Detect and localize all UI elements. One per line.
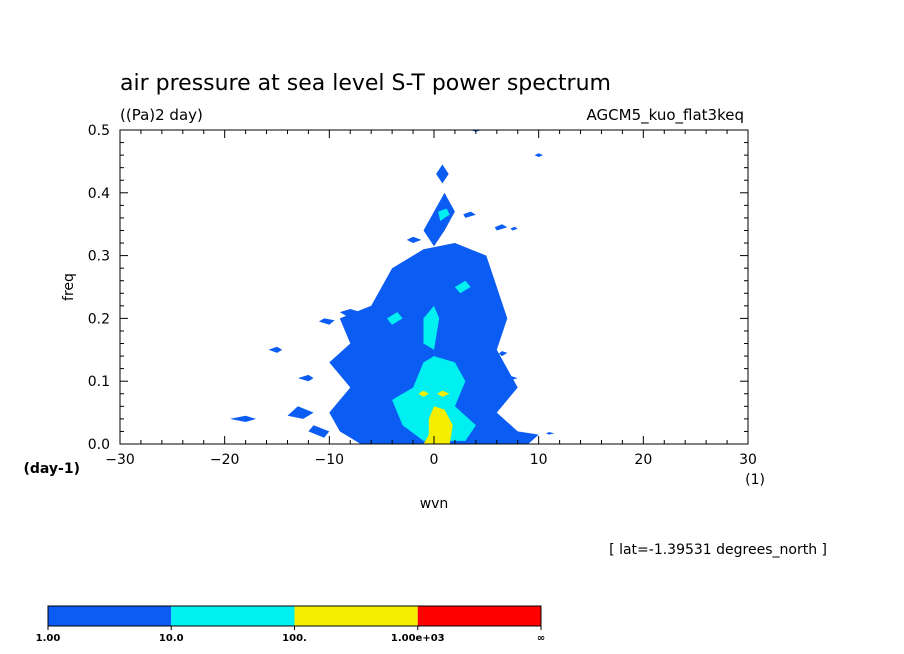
y-unit-label: (day-1) xyxy=(23,461,80,477)
contour-region-level-1 xyxy=(546,432,555,435)
x-unit-label: (1) xyxy=(745,472,765,488)
axis-tick-labels: −30 −20 −10 0 10 20 30 0.0 0.1 0.2 0.3 0.4 0.5 xyxy=(88,123,757,468)
axis-ticks xyxy=(119,129,749,445)
contour-region-level-1 xyxy=(297,374,314,382)
contour-region-level-2 xyxy=(392,356,476,441)
contour-region-level-1 xyxy=(268,346,283,353)
experiment-label: AGCM5_kuo_flat3keq xyxy=(587,106,744,125)
contour-region-level-2 xyxy=(438,208,450,222)
contour-region-level-1 xyxy=(510,226,518,231)
y-tick-label: 0.4 xyxy=(88,186,110,202)
y-tick-label: 0.2 xyxy=(88,311,110,327)
x-tick-label: −20 xyxy=(210,452,240,468)
colorbar-swatch xyxy=(48,606,172,626)
contour-region-level-1 xyxy=(463,211,476,218)
contour-region-level-3 xyxy=(423,406,453,444)
colorbar-swatch xyxy=(417,606,541,626)
contour-region-level-1 xyxy=(423,192,455,247)
y-tick-label: 0.5 xyxy=(88,123,110,139)
colorbar-swatch xyxy=(171,606,295,626)
chart-title: air pressure at sea level S-T power spec… xyxy=(120,71,611,96)
contour-region-level-1 xyxy=(502,374,518,382)
contour-region-level-2 xyxy=(392,393,408,407)
contour-region-level-1 xyxy=(229,415,257,422)
contour-region-level-1 xyxy=(287,406,314,419)
contour-region-level-1 xyxy=(318,318,335,325)
x-tick-label: 10 xyxy=(530,452,548,468)
y-tick-label: 0.1 xyxy=(88,374,110,390)
contour-region-level-1 xyxy=(339,309,361,319)
contour-region-level-1 xyxy=(498,351,508,357)
contour-region-level-1 xyxy=(406,236,422,243)
colorbar-label: 1.00e+03 xyxy=(391,633,445,644)
contour-region-level-1 xyxy=(494,224,508,231)
contour-region-level-2 xyxy=(386,312,403,325)
contour-regions xyxy=(229,130,555,444)
x-tick-label: 20 xyxy=(634,452,652,468)
colorbar: 1.00 10.0 100. 1.00e+03 ∞ xyxy=(36,605,545,644)
x-tick-label: 30 xyxy=(739,452,757,468)
colorbar-swatch xyxy=(294,606,418,626)
contour-region-level-3 xyxy=(418,390,429,397)
colorbar-label: 100. xyxy=(282,633,307,644)
y-tick-label: 0.3 xyxy=(88,249,110,265)
y-axis-label: freq xyxy=(61,273,77,301)
contour-region-level-1 xyxy=(436,164,449,184)
colorbar-label: 1.00 xyxy=(36,633,61,644)
colorbar-label: 10.0 xyxy=(159,633,184,644)
latitude-annotation: [ lat=-1.39531 degrees_north ] xyxy=(609,542,827,558)
contour-region-level-1 xyxy=(308,425,330,438)
colorbar-frame xyxy=(47,605,542,627)
x-tick-label: 0 xyxy=(430,452,439,468)
colorbar-end-label: ∞ xyxy=(537,633,545,644)
x-tick-label: −30 xyxy=(105,452,135,468)
y-tick-label: 0.0 xyxy=(88,437,110,453)
x-axis-label: wvn xyxy=(420,496,449,512)
contour-region-level-1 xyxy=(534,153,543,157)
units-label: ((Pa)2 day) xyxy=(120,106,203,124)
contour-region-level-2 xyxy=(423,305,440,350)
x-tick-label: −10 xyxy=(315,452,345,468)
contour-region-level-2 xyxy=(454,280,471,294)
contour-region-level-3 xyxy=(437,390,450,397)
